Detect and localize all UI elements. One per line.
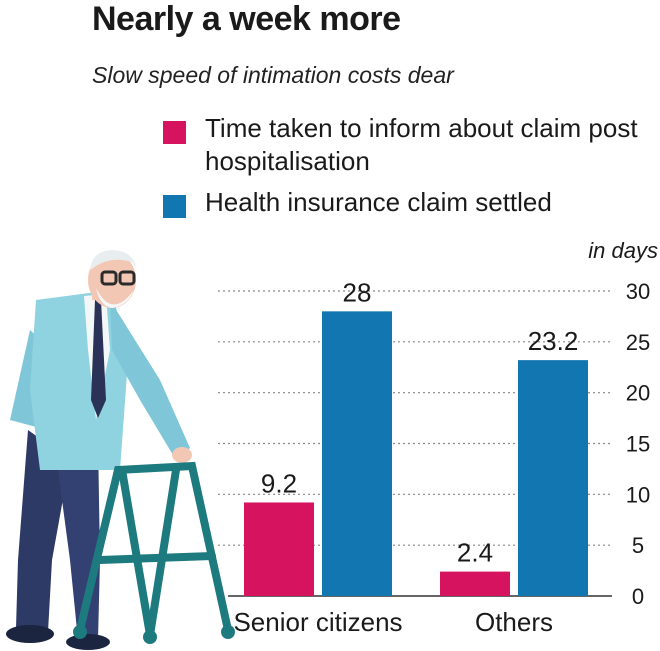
- data-label-2-others: 23.2: [528, 326, 579, 356]
- legend-label-series-2: Health insurance claim settled: [205, 187, 552, 217]
- legend-swatch-series-2: [163, 195, 186, 218]
- legend-swatch-series-1: [163, 121, 186, 144]
- bar-layer: [244, 311, 588, 596]
- chart-title: Nearly a week more: [92, 0, 401, 38]
- y-tick-label-0: 0: [632, 584, 644, 609]
- bar-1-others: [440, 571, 510, 596]
- data-label-2-senior-citizens: 28: [343, 277, 372, 307]
- category-label-senior-citizens: Senior citizens: [233, 607, 402, 637]
- label-layer: 0 5 10 15 20 25 30 9.2 28 Senior citizens 2.4 23.2 O…: [233, 277, 650, 637]
- elderly-man-walker-illustration: [6, 250, 235, 650]
- y-tick-label-10: 10: [626, 482, 650, 507]
- y-tick-label-5: 5: [632, 533, 644, 558]
- y-tick-label-30: 30: [626, 279, 650, 304]
- legend-item-series-1: Time taken to inform about claim post ho…: [163, 112, 643, 178]
- bar-2-others: [518, 360, 588, 596]
- bar-1-senior-citizens: [244, 502, 314, 596]
- data-label-1-senior-citizens: 9.2: [261, 468, 297, 498]
- legend-label-series-1: Time taken to inform about claim post ho…: [205, 113, 638, 176]
- y-tick-label-15: 15: [626, 432, 650, 457]
- unit-label: in days: [588, 238, 658, 263]
- y-tick-label-25: 25: [626, 330, 650, 355]
- category-label-others: Others: [475, 607, 553, 637]
- chart-subtitle: Slow speed of intimation costs dear: [92, 62, 454, 88]
- data-label-1-others: 2.4: [457, 538, 493, 568]
- legend: Time taken to inform about claim post ho…: [163, 112, 643, 227]
- bar-2-senior-citizens: [322, 311, 392, 596]
- legend-item-series-2: Health insurance claim settled: [163, 186, 643, 219]
- y-tick-label-20: 20: [626, 381, 650, 406]
